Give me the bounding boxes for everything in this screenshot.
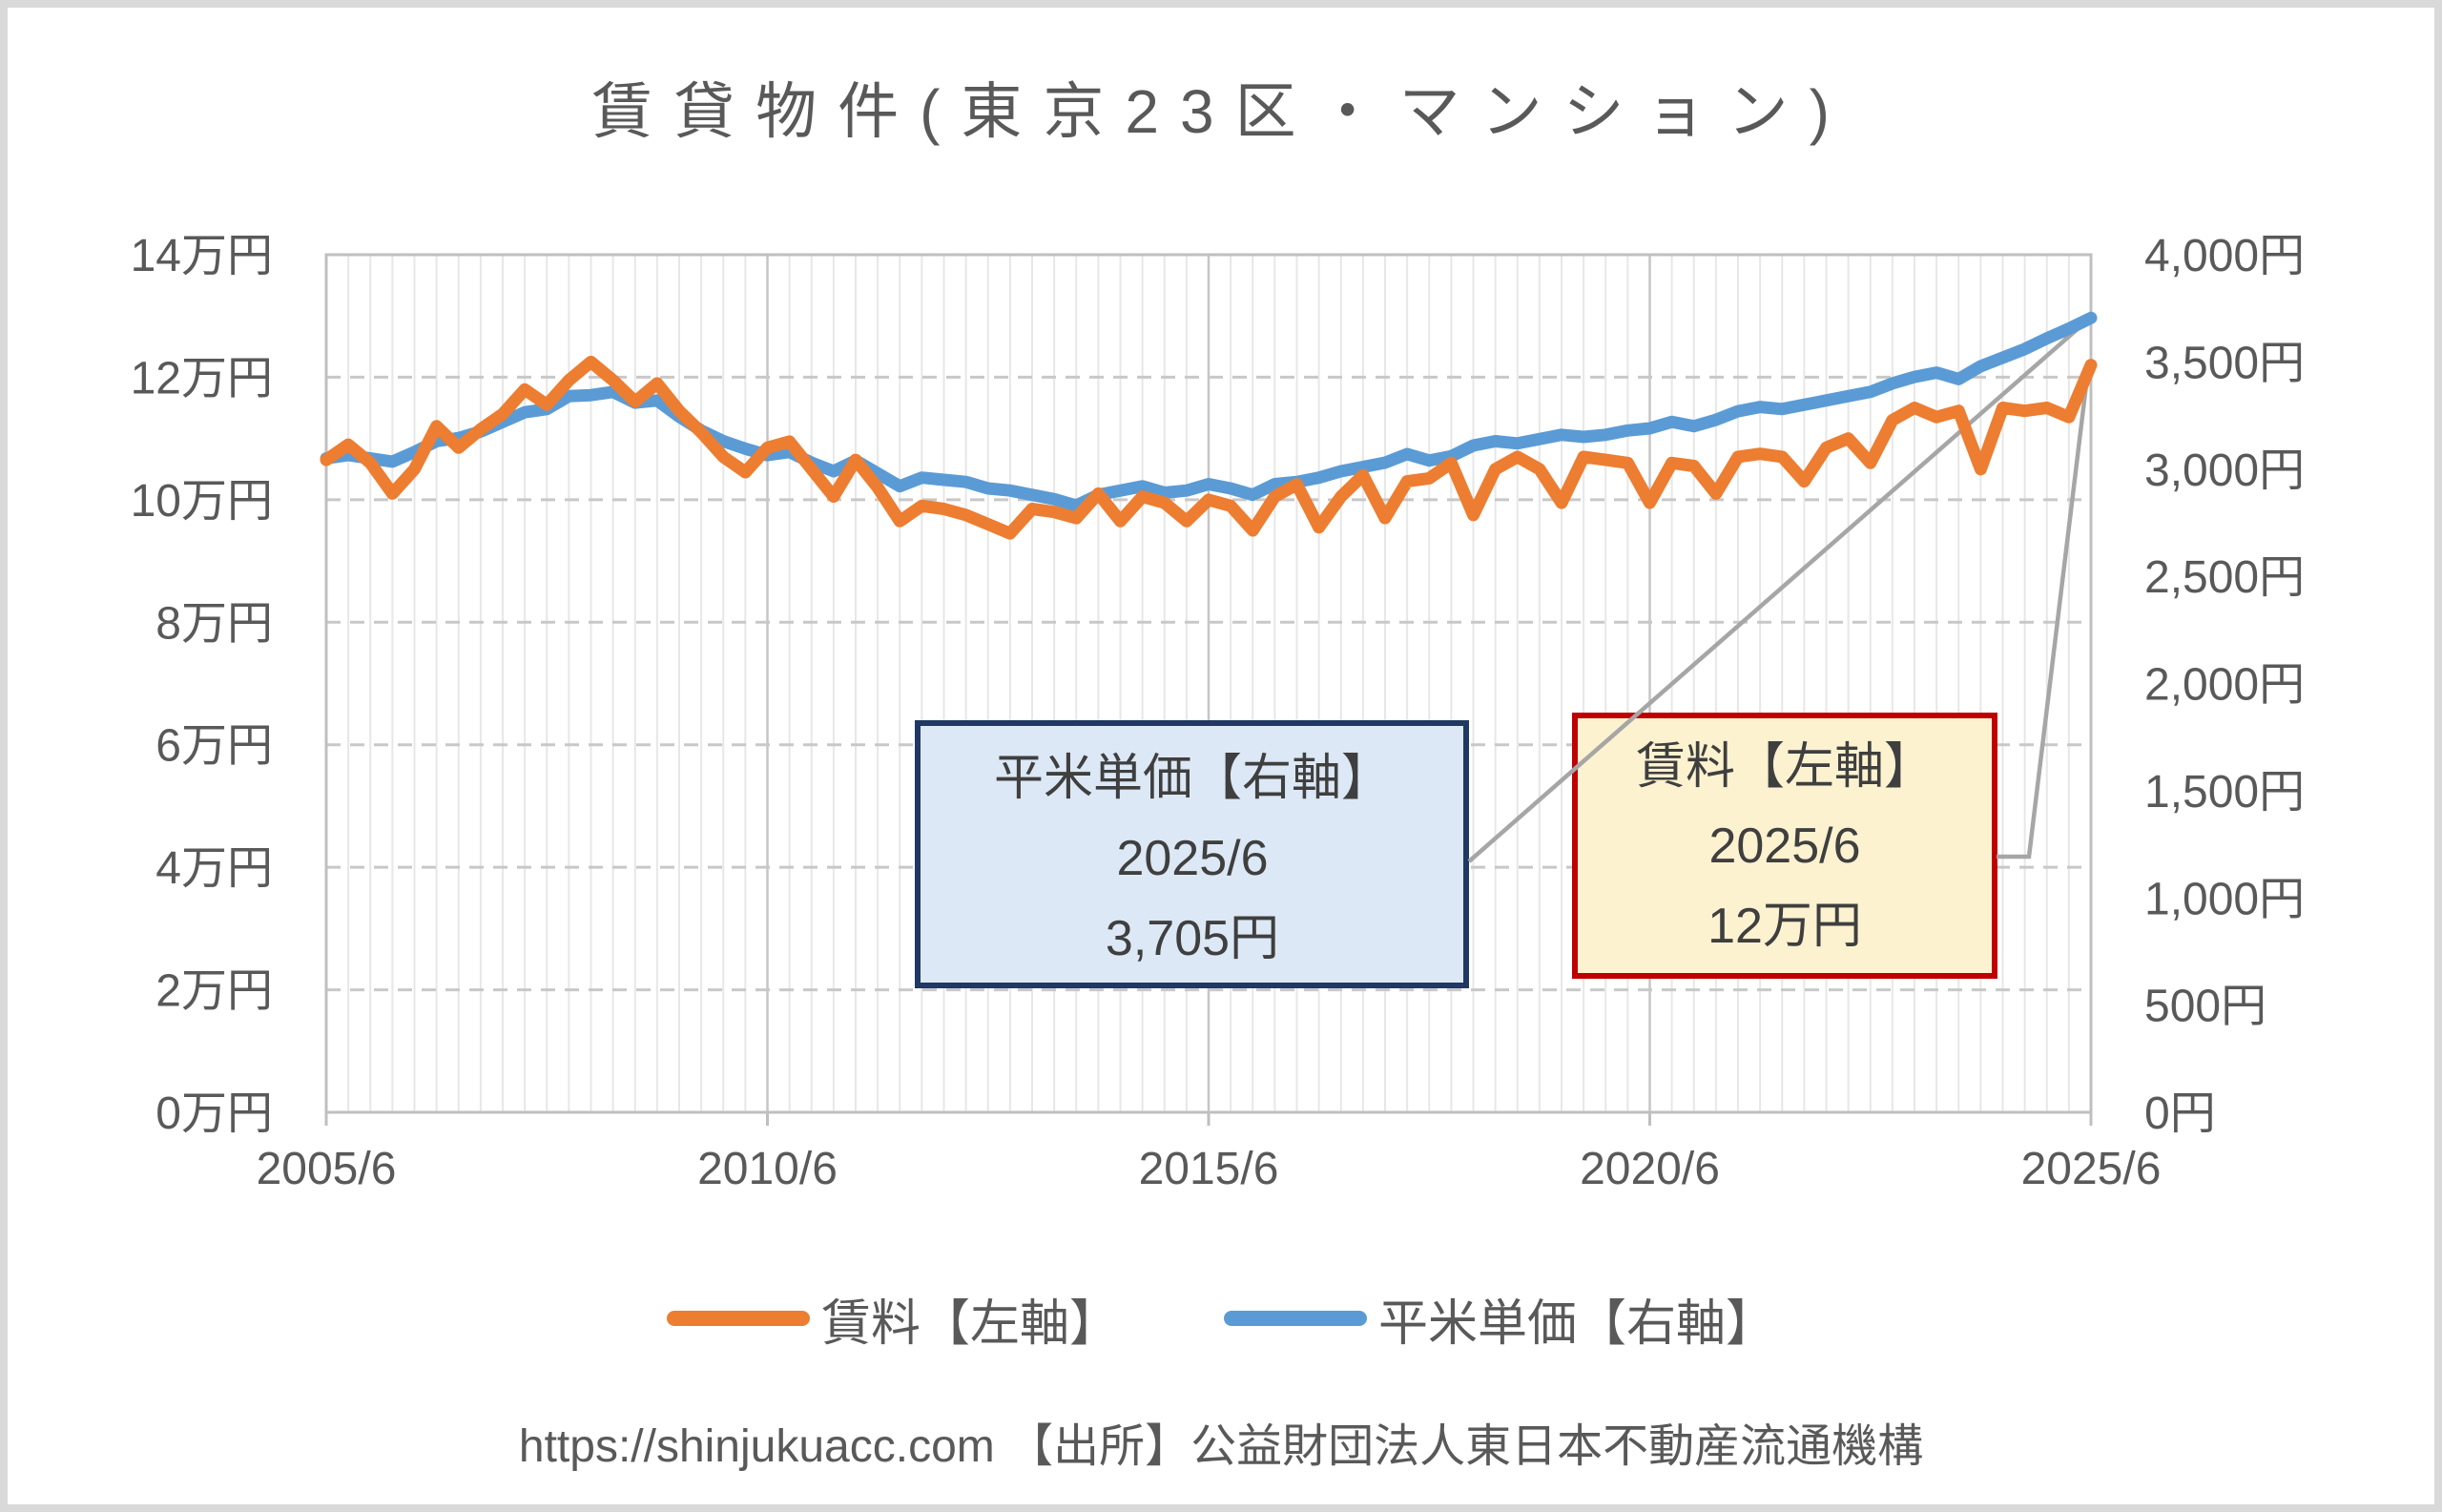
left-axis-label: 10万円 bbox=[131, 476, 273, 527]
left-axis-label: 0万円 bbox=[155, 1088, 273, 1139]
left-axis-label: 12万円 bbox=[131, 353, 273, 404]
callout-rent-line1: 賃料【左軸】 bbox=[1636, 739, 1934, 795]
chart-legend: 賃料【左軸】 平米単価【右軸】 bbox=[8, 1284, 2434, 1353]
axis-tick-labels: 2005/6 2010/6 2015/6 2020/6 2025/6 14万円 12万円 10… bbox=[131, 231, 2306, 1194]
legend-label-rent: 賃料【左軸】 bbox=[820, 1295, 1119, 1352]
rent-line-swatch-icon bbox=[666, 1311, 810, 1326]
x-axis-label: 2020/6 bbox=[1580, 1144, 1720, 1194]
grid-layer bbox=[324, 253, 2093, 1126]
unit-price-line-swatch-icon bbox=[1224, 1311, 1367, 1326]
left-axis-label: 8万円 bbox=[155, 598, 273, 649]
x-axis-label: 2025/6 bbox=[2021, 1144, 2162, 1194]
x-axis-label: 2015/6 bbox=[1139, 1144, 1279, 1194]
source-credit: https://shinjukuacc.com 【出所】公益財団法人東日本不動産… bbox=[518, 1421, 1924, 1472]
callout-unit-price-box bbox=[915, 720, 1469, 988]
callout-unit-price-line1: 平米単価【右軸】 bbox=[994, 751, 1391, 806]
right-axis-label: 3,000円 bbox=[2144, 445, 2305, 496]
callout-unit-price-line2: 2025/6 bbox=[1116, 831, 1268, 886]
chart-title: 賃貸物件(東京23区・マンション) bbox=[591, 77, 1851, 146]
left-axis-label: 4万円 bbox=[155, 843, 273, 894]
leader-line-unit-price bbox=[1467, 319, 2089, 863]
left-axis-label: 14万円 bbox=[131, 231, 273, 281]
left-axis-label: 2万円 bbox=[155, 966, 273, 1017]
right-axis-label: 500円 bbox=[2144, 982, 2266, 1032]
legend-item-rent: 賃料【左軸】 bbox=[666, 1283, 1119, 1355]
rent-series-line bbox=[320, 355, 2098, 540]
right-axis-label: 0円 bbox=[2144, 1088, 2216, 1139]
series-layer bbox=[320, 311, 2098, 540]
callout-rent-line3: 12万円 bbox=[1707, 899, 1862, 954]
right-axis-label: 1,500円 bbox=[2144, 767, 2305, 818]
chart-canvas: 2005/6 2010/6 2015/6 2020/6 2025/6 14万円 12万円 10… bbox=[131, 231, 2306, 1194]
right-axis-label: 4,000円 bbox=[2144, 231, 2305, 281]
x-axis-label: 2010/6 bbox=[697, 1144, 838, 1194]
leader-line-rent bbox=[1997, 368, 2091, 860]
legend-item-unit-price: 平米単価【右軸】 bbox=[1224, 1283, 1775, 1355]
callout-rent-line2: 2025/6 bbox=[1708, 818, 1860, 874]
plot-border bbox=[324, 253, 2093, 1114]
right-axis-label: 1,000円 bbox=[2144, 874, 2305, 924]
legend-label-unit-price: 平米単価【右軸】 bbox=[1378, 1295, 1776, 1352]
right-axis-label: 2,500円 bbox=[2144, 552, 2305, 603]
callout-rent-box bbox=[1572, 713, 1997, 979]
x-axis-label: 2005/6 bbox=[257, 1144, 397, 1194]
left-axis-label: 6万円 bbox=[155, 721, 273, 772]
callout-unit-price-line3: 3,705円 bbox=[1106, 911, 1279, 966]
right-axis-label: 3,500円 bbox=[2144, 338, 2305, 388]
right-axis-label: 2,000円 bbox=[2144, 660, 2305, 711]
